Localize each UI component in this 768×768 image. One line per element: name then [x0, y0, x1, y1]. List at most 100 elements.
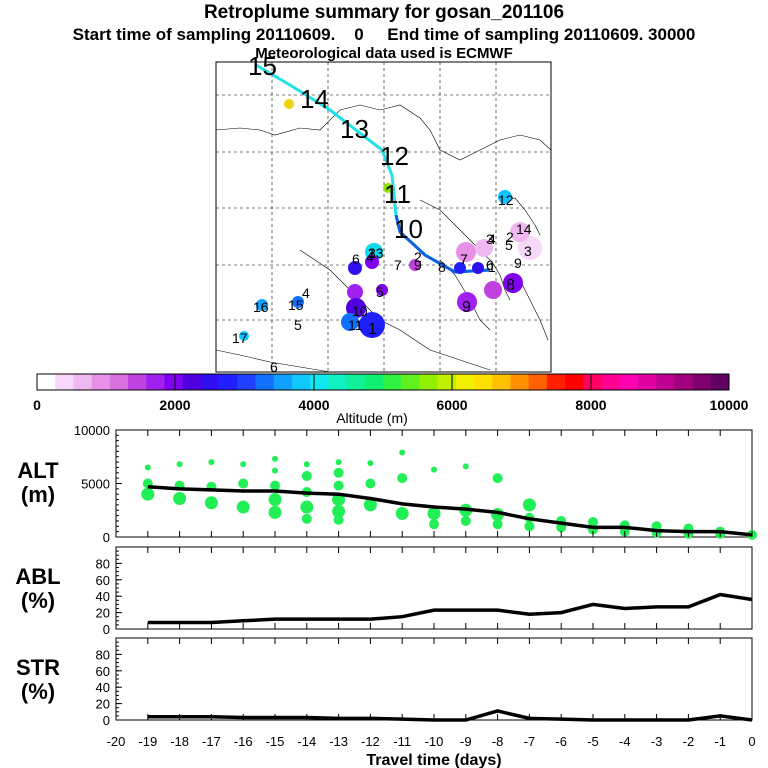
colorbar-cells	[37, 374, 730, 390]
colorbar-cell	[128, 374, 147, 390]
x-tick-label: -2	[683, 734, 695, 749]
colorbar-cell	[528, 374, 548, 390]
colorbar-cell	[291, 374, 311, 390]
alt-scatter-point	[333, 514, 344, 525]
map-day-label: 8	[438, 259, 446, 275]
colorbar-cell	[37, 374, 56, 390]
colorbar-cell	[710, 374, 730, 390]
y-tick-label: 0	[103, 530, 110, 545]
map-dot	[503, 273, 523, 293]
colorbar-cell	[637, 374, 657, 390]
map-day-label: 17	[232, 330, 248, 346]
map-day-label: 11	[384, 179, 411, 209]
map-day-label: 2	[414, 249, 422, 265]
map-dot	[510, 222, 530, 242]
alt-scatter-point	[208, 459, 215, 466]
alt-scatter-point	[333, 467, 344, 478]
map-day-label: 5	[294, 317, 302, 333]
map-dot	[484, 281, 502, 299]
colorbar-cell	[237, 374, 256, 390]
map-dot	[346, 298, 366, 318]
alt-scatter-point	[141, 487, 155, 501]
alt-scatter-point	[173, 491, 187, 505]
colorbar-cell	[91, 374, 111, 390]
x-tick-label: -7	[524, 734, 536, 749]
map-day-label: 9	[462, 299, 471, 316]
colorbar-cell	[146, 374, 165, 390]
alt-scatter-point	[144, 464, 151, 471]
map-day-label: 13	[340, 114, 369, 144]
trajectory-track	[255, 63, 491, 274]
map-day-label: 15	[248, 51, 277, 81]
colorbar-tick-label: 0	[33, 397, 41, 413]
colorbar-cell	[510, 374, 529, 390]
met-data-note: Meteorological data used is ECMWF	[255, 45, 513, 62]
series-line	[147, 709, 753, 722]
map-day-label: 7	[394, 257, 402, 273]
colorbar-cell	[255, 374, 275, 390]
colorbar-cell	[164, 374, 183, 390]
colorbar-cell	[656, 374, 675, 390]
y-tick-label: 60	[96, 573, 110, 588]
map-day-label: 10	[394, 214, 423, 244]
alt-scatter-point	[272, 467, 278, 474]
map-day-label: 4	[488, 231, 496, 247]
map-dot	[292, 296, 304, 308]
map-day-label: 13	[368, 245, 384, 261]
alt-scatter-point	[460, 515, 471, 526]
colorbar-cell	[674, 374, 693, 390]
map-day-label: 16	[253, 299, 269, 315]
map-dot	[475, 239, 493, 257]
alt-scatter-point	[332, 504, 346, 518]
colorbar-label: Altitude (m)	[336, 410, 408, 426]
colorbar-cell	[346, 374, 366, 390]
map-day-label: 14	[300, 84, 329, 114]
x-tick-label: -12	[361, 734, 380, 749]
colorbar-cell	[383, 374, 402, 390]
x-tick-label: -4	[619, 734, 631, 749]
alt-scatter-point	[333, 480, 344, 491]
x-tick-label: -11	[393, 734, 411, 749]
panel-unit: (%)	[21, 679, 55, 704]
map-day-label: 3	[368, 245, 376, 261]
map-day-label: 6	[270, 359, 278, 375]
colorbar-cell	[565, 374, 584, 390]
map-day-label: 12	[380, 141, 409, 171]
map-day-label: 7	[460, 251, 468, 267]
map-day-label: 15	[288, 297, 304, 313]
alt-scatter-point	[431, 466, 437, 473]
map-day-label: 3	[524, 243, 532, 259]
map-day-label: 10	[352, 303, 368, 319]
map-dot	[348, 261, 362, 275]
map-day-label: 3	[486, 231, 494, 247]
map-day-label: 5	[376, 284, 384, 300]
alt-scatter-point	[303, 461, 310, 468]
y-tick-label: 40	[96, 589, 110, 604]
sampling-time: Start time of sampling 20110609. 0 End t…	[72, 25, 696, 44]
map-particle-dots	[239, 99, 542, 341]
chart-title: Retroplume summary for gosan_201106	[203, 2, 565, 23]
y-tick-label: 80	[96, 647, 110, 662]
map-day-label: 4	[366, 249, 374, 265]
colorbar-cell	[328, 374, 347, 390]
y-tick-label: 0	[103, 713, 110, 728]
x-tick-label: -6	[555, 734, 567, 749]
alt-scatter-point	[399, 449, 406, 456]
colorbar-cell	[219, 374, 238, 390]
x-axis: -20 -19 -18 -17 -16 -15 -14 -13 -12 -11 -10 -9 -8 -7-…	[107, 430, 756, 768]
map-dot	[256, 299, 268, 311]
alt-scatter-point	[363, 498, 377, 512]
alt-scatter-point	[301, 471, 312, 482]
colorbar-cell	[437, 374, 457, 390]
x-tick-label: -15	[266, 734, 285, 749]
alt-scatter-point	[204, 496, 218, 510]
panel-label: ALT	[17, 458, 59, 483]
colorbar-tick-label: 2000	[159, 397, 190, 413]
colorbar-cell	[73, 374, 92, 390]
colorbar-tick-label: 8000	[575, 397, 606, 413]
map-day-label: 2	[506, 229, 514, 245]
map-dot	[347, 284, 363, 300]
map-dot	[409, 259, 421, 271]
colorbar-cell	[182, 374, 202, 390]
